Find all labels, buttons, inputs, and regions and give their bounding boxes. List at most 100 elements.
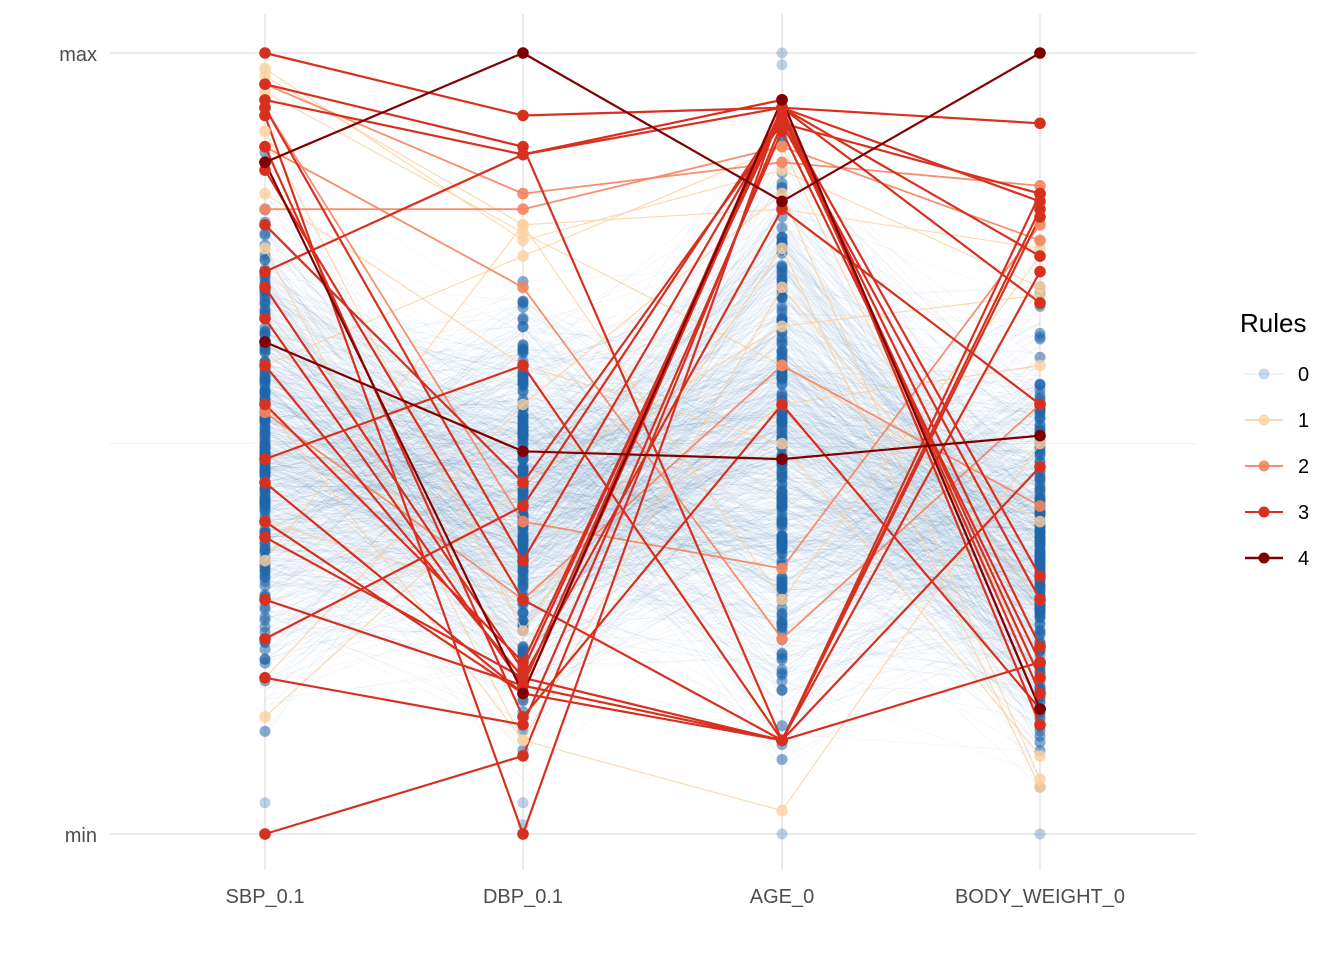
point-rule-3: [1034, 117, 1046, 130]
series-line-rule-0: [264, 363, 1041, 596]
series-line-rule-0: [264, 364, 1041, 692]
point-rule-3: [517, 500, 529, 512]
legend-key-dot: [1258, 460, 1270, 472]
series-line-rule-0: [264, 235, 1041, 700]
point-rule-3: [1034, 250, 1046, 262]
series-line-rule-0: [264, 236, 1041, 477]
series-line-rule-0: [264, 529, 1041, 670]
point-rule-0: [517, 378, 529, 390]
series-line-rule-0: [264, 332, 1041, 514]
series-line-rule-0: [264, 442, 1041, 709]
series-line-rule-0: [264, 466, 1041, 652]
legend-key-dot: [1258, 506, 1270, 518]
series-line-rule-0: [264, 498, 1041, 643]
series-line-rule-0: [264, 265, 1041, 611]
series-line-rule-0: [264, 365, 1041, 596]
series-line-rule-0: [264, 329, 1041, 611]
series-line-rule-0: [264, 430, 1041, 609]
series-line-rule-0: [264, 419, 1041, 592]
series-line-rule-2: [264, 364, 1041, 601]
series-line-rule-0: [264, 295, 1041, 454]
point-rule-0: [517, 433, 529, 445]
series-line-rule-0: [264, 506, 1041, 575]
series-line-rule-0: [264, 291, 1041, 486]
series-line-rule-0: [264, 258, 1041, 488]
series-line-rule-0: [264, 304, 1041, 678]
series-line-rule-0: [264, 228, 1041, 646]
series-line-rule-0: [264, 367, 1041, 504]
series-line-rule-0: [264, 394, 1041, 674]
series-line-rule-0: [264, 463, 1041, 585]
point-rule-4: [776, 453, 788, 465]
point-rule-3: [776, 109, 788, 122]
series-line-rule-3: [264, 106, 1041, 273]
series-line-rule-0: [264, 250, 1041, 656]
series-line-rule-0: [264, 277, 1041, 554]
point-rule-0: [776, 496, 788, 508]
point-rule-0: [259, 505, 271, 517]
series-line-rule-0: [264, 212, 1041, 596]
y-tick-max: max: [59, 44, 97, 66]
legend-item-1: 1: [1245, 410, 1309, 432]
series-line-rule-0: [264, 505, 1041, 588]
point-rule-4: [517, 687, 529, 700]
series-line-rule-0: [264, 391, 1041, 571]
series-line-rule-0: [264, 400, 1041, 602]
series-line-rule-0: [264, 299, 1041, 692]
series-line-rule-0: [264, 375, 1041, 651]
point-rule-3: [259, 78, 271, 90]
series-line-rule-0: [264, 352, 1041, 601]
series-line-rule-0: [264, 365, 1041, 631]
series-line-rule-0: [264, 458, 1041, 550]
series-line-rule-0: [264, 418, 1041, 672]
series-line-rule-3: [263, 104, 1042, 838]
series-line-rule-0: [264, 259, 1041, 794]
point-rule-1: [776, 320, 788, 333]
series-line-rule-0: [264, 425, 1041, 553]
point-rule-0: [517, 607, 529, 619]
point-rule-1: [1034, 515, 1046, 528]
point-rule-3: [1034, 570, 1046, 583]
series-line-rule-0: [264, 440, 1041, 653]
series-line-rule-0: [264, 351, 1041, 561]
series-line-rule-0: [264, 216, 1041, 426]
series-line-rule-0: [264, 323, 1041, 706]
point-rule-0: [517, 642, 529, 654]
series-line-rule-0: [264, 160, 1041, 510]
series-line-rule-0: [264, 427, 1041, 556]
series-line-rule-0: [264, 224, 1041, 697]
series-line-rule-0: [264, 411, 1041, 643]
point-rule-0: [517, 487, 529, 499]
series-line-rule-0: [264, 158, 1041, 589]
point-rule-3: [259, 531, 271, 543]
series-line-rule-0: [264, 227, 1041, 556]
series-line-rule-0: [264, 363, 1041, 529]
series-line-rule-0: [264, 425, 1041, 664]
legend-title: Rules: [1240, 308, 1306, 338]
series-line-rule-0: [264, 458, 1041, 687]
series-line-rule-0: [264, 316, 1041, 622]
series-line-rule-0: [264, 368, 1041, 603]
series-line-rule-0: [264, 460, 1041, 702]
point-rule-3: [259, 101, 271, 114]
series-line-rule-0: [264, 602, 1041, 676]
series-line-rule-0: [264, 418, 1041, 560]
series-line-rule-0: [264, 221, 1041, 516]
series-line-rule-0: [264, 333, 1041, 492]
series-line-rule-0: [264, 247, 1041, 636]
series-line-rule-0: [264, 447, 1041, 578]
series-line-rule-0: [264, 432, 1041, 725]
series-line-rule-0: [264, 390, 1041, 676]
point-rule-2: [517, 515, 529, 528]
background-points-rule-0: [259, 47, 1046, 840]
point-rule-0: [259, 463, 271, 475]
series-line-rule-0: [264, 432, 1041, 714]
point-rule-0: [1034, 484, 1046, 496]
series-line-rule-0: [264, 392, 1041, 701]
series-line-rule-0: [264, 391, 1041, 619]
series-line-rule-0: [264, 506, 1041, 531]
point-rule-2: [776, 359, 788, 372]
series-line-rule-0: [264, 131, 1041, 463]
point-rule-4: [776, 195, 788, 208]
